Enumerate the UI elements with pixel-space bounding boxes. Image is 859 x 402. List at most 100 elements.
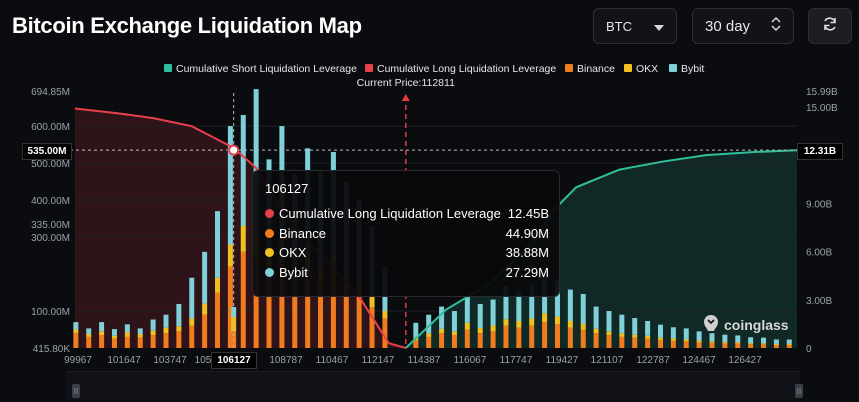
binance-bar [99, 335, 105, 348]
tooltip-row-name: Cumulative Long Liquidation Leverage [279, 206, 501, 222]
okx-bar [202, 303, 208, 315]
binance-bar [645, 338, 651, 348]
right-y-tick-label: 15.00B [806, 103, 838, 114]
okx-bar [683, 339, 689, 342]
bybit-bar [150, 319, 156, 331]
binance-bar [464, 329, 470, 348]
okx-bar [137, 333, 143, 338]
x-tick-label: 116067 [454, 355, 487, 366]
okx-bar [773, 343, 779, 346]
bybit-bar [490, 299, 496, 326]
legend-swatch [365, 64, 373, 72]
zoom-handle-left[interactable]: II [72, 384, 80, 398]
okx-bar [632, 334, 638, 338]
binance-bar [657, 339, 663, 348]
binance-bar [343, 288, 349, 348]
okx-bar [761, 343, 767, 345]
range-select-value: 30 day [705, 17, 751, 35]
binance-bar [426, 336, 432, 348]
bybit-bar [670, 327, 676, 339]
tooltip-row: Bybit 27.29M [265, 263, 549, 283]
okx-bar [516, 320, 522, 328]
x-tick-label: 110467 [316, 355, 349, 366]
x-tick-label: 122787 [636, 355, 670, 366]
okx-bar [619, 333, 625, 337]
up-down-chevron-icon [771, 16, 781, 36]
tooltip-dot [265, 228, 274, 238]
binance-bar [722, 343, 728, 348]
bybit-bar [124, 324, 130, 333]
refresh-button[interactable] [808, 8, 852, 44]
binance-bar [227, 266, 233, 348]
okx-bar [99, 331, 105, 336]
binance-bar [761, 344, 767, 348]
binance-bar [735, 343, 741, 348]
binance-bar [266, 274, 272, 348]
range-select[interactable]: 30 day [692, 8, 794, 44]
bybit-bar [735, 335, 741, 343]
binance-bar [477, 333, 483, 348]
bybit-bar [240, 114, 246, 226]
right-y-tick-label: 9.00B [806, 199, 832, 210]
bybit-bar [253, 89, 259, 230]
bybit-bar [464, 296, 470, 323]
okx-bar [503, 319, 509, 326]
y-tick-label: 300.00M [31, 233, 70, 244]
okx-bar [240, 225, 246, 252]
okx-bar [189, 318, 195, 326]
bybit-bar [529, 285, 535, 319]
zoom-handle-right[interactable]: II [795, 384, 803, 398]
tooltip-header: 106127 [265, 181, 309, 196]
tooltip-row: Binance 44.90M [265, 224, 549, 244]
coin-select[interactable]: BTC [593, 8, 677, 44]
x-tick-label: 99967 [64, 355, 92, 366]
right-y-tick-label: 6.00B [806, 248, 832, 259]
tooltip-row-name: Binance [279, 225, 326, 241]
binance-bar [369, 307, 375, 348]
tooltip-row-name: Bybit [279, 264, 308, 280]
bybit-bar [176, 303, 182, 327]
binance-bar [73, 333, 79, 348]
bybit-bar [477, 303, 483, 329]
right-y-tick-label: 3.00B [806, 296, 832, 307]
bybit-bar [439, 306, 445, 329]
bybit-bar [202, 251, 208, 304]
okx-bar [382, 311, 388, 319]
x-tick-label: 103747 [153, 355, 187, 366]
binance-bar [516, 327, 522, 348]
binance-bar [696, 342, 702, 348]
bybit-bar [761, 337, 767, 344]
bybit-bar [657, 324, 663, 338]
bybit-bar [99, 322, 105, 332]
bybit-bar [451, 311, 457, 332]
bybit-bar [619, 314, 625, 334]
zoom-slider-track[interactable] [66, 371, 800, 400]
coinglass-logo [702, 314, 720, 335]
refresh-icon [822, 16, 838, 37]
legend-label: OKX [636, 63, 658, 75]
bybit-bar [696, 331, 702, 341]
x-tick-label: 114387 [408, 355, 441, 366]
okx-bar [580, 323, 586, 330]
chart-tooltip: 106127 Cumulative Long Liquidation Lever… [252, 170, 560, 297]
legend-swatch [624, 64, 632, 72]
binance-bar [330, 277, 336, 348]
binance-bar [111, 338, 117, 348]
tooltip-dot [265, 248, 274, 258]
okx-bar [670, 338, 676, 341]
y-tick-label: 415.80K [33, 344, 71, 355]
bybit-bar [580, 293, 586, 324]
okx-bar [464, 322, 470, 330]
binance-bar [305, 274, 311, 348]
binance-bar [670, 340, 676, 348]
binance-bar [176, 331, 182, 348]
okx-bar [111, 335, 117, 339]
crosshair-x-label: 106127 [211, 352, 257, 369]
binance-bar [382, 318, 388, 348]
current-price-label: Current Price:112811 [357, 77, 455, 89]
binance-bar [632, 337, 638, 348]
bybit-bar [593, 306, 599, 329]
binance-bar [709, 342, 715, 348]
x-tick-label: 112147 [362, 355, 395, 366]
bybit-bar [163, 314, 169, 328]
